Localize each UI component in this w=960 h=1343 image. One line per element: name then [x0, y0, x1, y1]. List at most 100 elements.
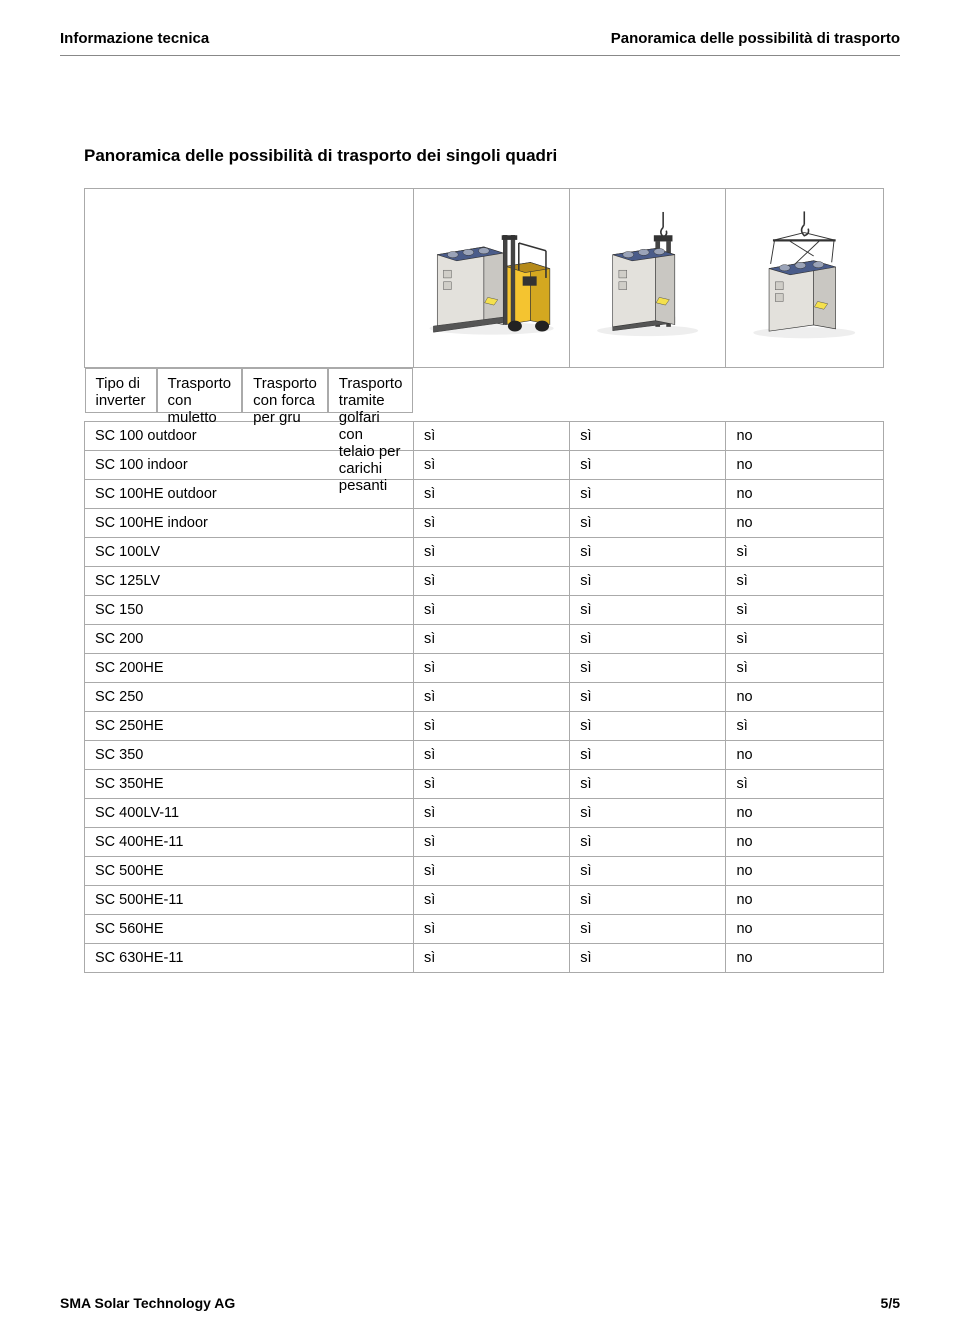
cell-value: sì [413, 712, 569, 741]
cell-value: sì [413, 567, 569, 596]
table-row: SC 100LVsìsìsì [85, 538, 884, 567]
table-row: SC 125LVsìsìsì [85, 567, 884, 596]
table-header-row: Tipo di inverter Trasporto con muletto T… [85, 368, 414, 413]
cell-value: no [726, 915, 884, 944]
cell-value: sì [570, 886, 726, 915]
cell-inverter-type: SC 400HE-11 [85, 828, 414, 857]
cell-value: no [726, 857, 884, 886]
cell-value: sì [726, 625, 884, 654]
forklift-illustration [414, 189, 569, 363]
cell-value: sì [570, 654, 726, 683]
cell-inverter-type: SC 350 [85, 741, 414, 770]
cell-value: no [726, 480, 884, 509]
cell-value: sì [413, 509, 569, 538]
col-header-cranefork: Trasporto con forca per gru [242, 368, 328, 413]
header-rule [60, 55, 900, 56]
cell-value: sì [570, 712, 726, 741]
table-row: SC 250HEsìsìsì [85, 712, 884, 741]
cell-value: sì [413, 770, 569, 799]
illustration-row [85, 189, 884, 368]
cell-value: sì [726, 654, 884, 683]
cell-value: sì [570, 741, 726, 770]
cell-inverter-type: SC 560HE [85, 915, 414, 944]
header-left: Informazione tecnica [60, 30, 209, 47]
table-row: SC 350HEsìsìsì [85, 770, 884, 799]
illustration-cell-eyebolts [726, 189, 884, 368]
cell-value: sì [413, 480, 569, 509]
section-title: Panoramica delle possibilità di trasport… [84, 146, 900, 166]
cell-inverter-type: SC 100LV [85, 538, 414, 567]
cell-value: sì [570, 625, 726, 654]
cell-inverter-type: SC 200 [85, 625, 414, 654]
cell-value: sì [413, 886, 569, 915]
eyebolt-illustration [726, 189, 883, 363]
footer-right: 5/5 [881, 1295, 900, 1311]
cell-value: sì [413, 451, 569, 480]
cell-value: no [726, 886, 884, 915]
cell-inverter-type: SC 100HE indoor [85, 509, 414, 538]
table-row: SC 350sìsìno [85, 741, 884, 770]
cell-value: sì [570, 509, 726, 538]
cell-inverter-type: SC 250 [85, 683, 414, 712]
cell-value: sì [726, 567, 884, 596]
cell-value: sì [726, 712, 884, 741]
cell-value: sì [413, 944, 569, 973]
cell-value: sì [570, 857, 726, 886]
cell-value: no [726, 944, 884, 973]
table-row: SC 200sìsìsì [85, 625, 884, 654]
cell-inverter-type: SC 400LV-11 [85, 799, 414, 828]
cranefork-illustration [570, 189, 725, 363]
col-header-forklift: Trasporto con muletto [157, 368, 243, 413]
cell-value: sì [413, 857, 569, 886]
cell-value: sì [413, 683, 569, 712]
cell-value: sì [570, 596, 726, 625]
table-row: SC 100 indoorsìsìno [85, 451, 884, 480]
table-row: SC 150sìsìsì [85, 596, 884, 625]
cell-value: no [726, 828, 884, 857]
table-row: SC 560HEsìsìno [85, 915, 884, 944]
cell-inverter-type: SC 500HE [85, 857, 414, 886]
table-row: SC 100HE outdoorsìsìno [85, 480, 884, 509]
cell-value: no [726, 509, 884, 538]
cell-value: sì [570, 944, 726, 973]
cell-value: sì [570, 828, 726, 857]
cell-value: sì [570, 799, 726, 828]
cell-value: sì [570, 538, 726, 567]
illustration-cell-cranefork [570, 189, 726, 368]
header-right: Panoramica delle possibilità di trasport… [611, 30, 900, 47]
illustration-cell-forklift [413, 189, 569, 368]
table-row: SC 500HEsìsìno [85, 857, 884, 886]
cell-inverter-type: SC 150 [85, 596, 414, 625]
table-row: SC 500HE-11sìsìno [85, 886, 884, 915]
cell-value: sì [570, 683, 726, 712]
table-row: SC 630HE-11sìsìno [85, 944, 884, 973]
cell-value: sì [570, 567, 726, 596]
table-row: SC 250sìsìno [85, 683, 884, 712]
cell-value: sì [413, 828, 569, 857]
footer-left: SMA Solar Technology AG [60, 1295, 235, 1311]
cell-value: sì [570, 480, 726, 509]
cell-inverter-type: SC 250HE [85, 712, 414, 741]
cell-value: no [726, 741, 884, 770]
cell-value: sì [413, 741, 569, 770]
col-header-eyebolts: Trasporto tramite golfari con telaio per… [328, 368, 414, 413]
cell-value: sì [726, 770, 884, 799]
cell-value: sì [413, 625, 569, 654]
cell-inverter-type: SC 350HE [85, 770, 414, 799]
cell-value: no [726, 683, 884, 712]
cell-inverter-type: SC 630HE-11 [85, 944, 414, 973]
cell-inverter-type: SC 500HE-11 [85, 886, 414, 915]
table-row: SC 200HEsìsìsì [85, 654, 884, 683]
cell-inverter-type: SC 125LV [85, 567, 414, 596]
cell-value: sì [726, 538, 884, 567]
cell-inverter-type: SC 200HE [85, 654, 414, 683]
cell-value: sì [413, 654, 569, 683]
cell-value: sì [570, 451, 726, 480]
cell-value: no [726, 422, 884, 451]
cell-value: sì [726, 596, 884, 625]
transport-table: Tipo di inverter Trasporto con muletto T… [84, 188, 884, 973]
cell-value: sì [570, 422, 726, 451]
cell-value: no [726, 451, 884, 480]
cell-value: no [726, 799, 884, 828]
cell-value: sì [413, 915, 569, 944]
